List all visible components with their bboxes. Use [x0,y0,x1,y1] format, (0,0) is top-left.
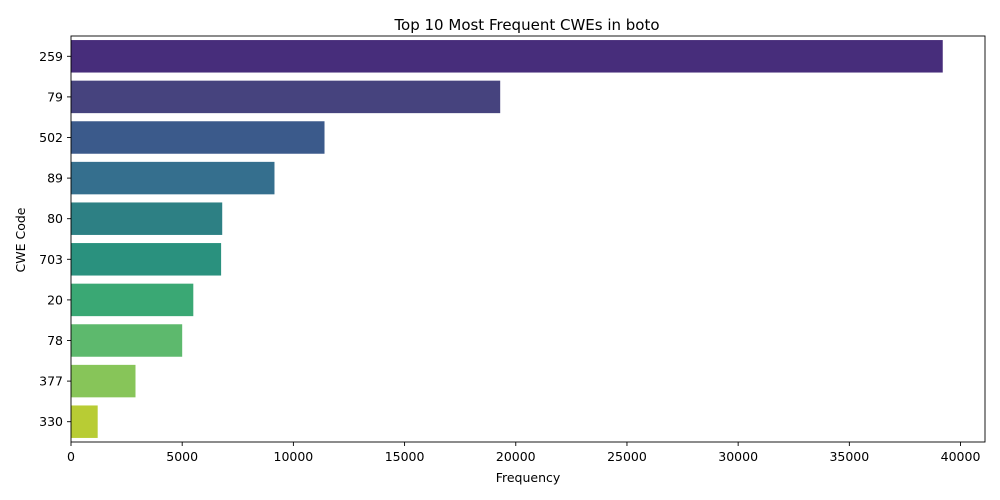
y-tick-label: 78 [47,333,63,348]
y-tick-label: 502 [39,130,63,145]
bar-cwe-78 [71,324,183,357]
bar-cwe-703 [71,243,222,276]
bar-cwe-79 [71,80,501,114]
x-tick-label: 15000 [385,449,425,464]
x-tick-label: 20000 [496,449,536,464]
y-tick-label: 89 [47,171,63,186]
x-tick-label: 40000 [941,449,981,464]
bar-cwe-89 [71,161,275,195]
x-tick-label: 10000 [274,449,314,464]
bar-cwe-330 [71,405,98,438]
y-tick-label: 20 [47,292,63,307]
x-axis-ticks: 0 5000 10000 15000 20000 25000 30000 35000 40000 [67,442,980,464]
x-tick-label: 35000 [829,449,869,464]
bar-cwe-80 [71,202,223,235]
y-tick-label: 79 [47,89,63,104]
x-axis-label: Frequency [496,470,561,485]
bar-cwe-502 [71,121,325,154]
bar-cwe-377 [71,364,136,398]
plot-frame [70,35,986,443]
y-axis-label: CWE Code [13,207,28,272]
x-tick-label: 5000 [166,449,198,464]
x-tick-label: 25000 [607,449,647,464]
y-tick-label: 330 [39,414,63,429]
y-tick-label: 259 [39,49,63,64]
bar-cwe-20 [71,283,194,317]
y-tick-label: 377 [39,374,63,389]
y-tick-label: 703 [39,252,63,267]
chart-title: Top 10 Most Frequent CWEs in boto [393,16,659,34]
x-tick-label: 30000 [718,449,758,464]
bar-cwe-259 [71,40,943,73]
x-tick-label: 0 [67,449,75,464]
y-tick-label: 80 [47,211,63,226]
bars-group [71,40,943,438]
y-axis-ticks: 259 79 502 89 80 703 20 78 377 330 [39,49,71,429]
